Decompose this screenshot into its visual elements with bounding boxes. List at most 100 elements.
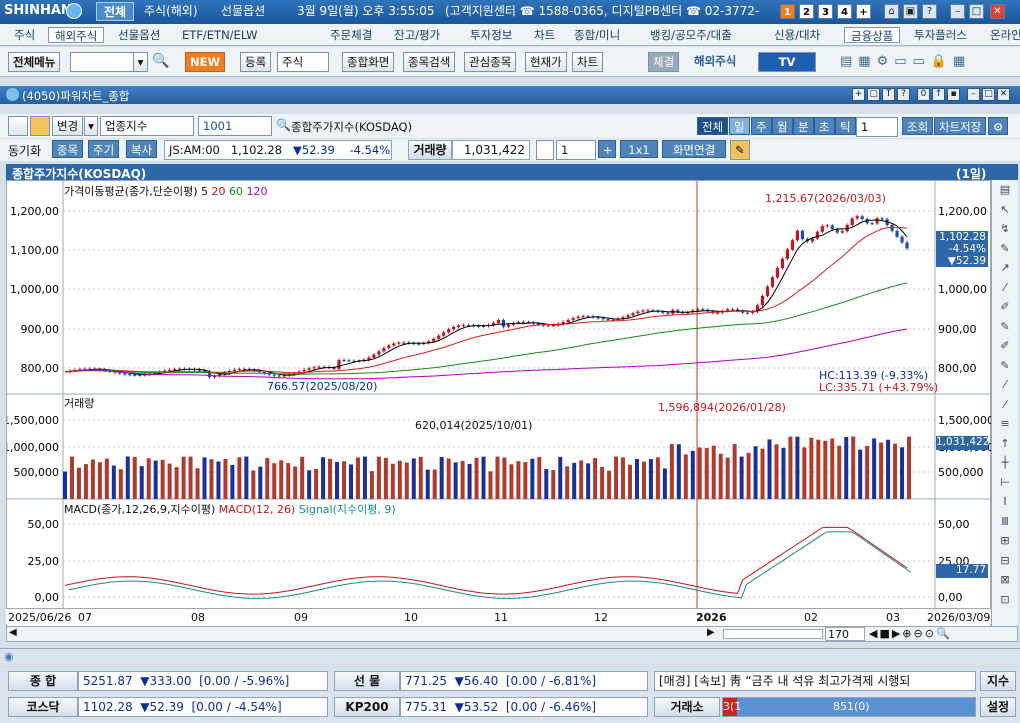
toolbar-icons[interactable]: ▤▦⚙▭▭🔒▦ [840, 54, 972, 69]
menu-2[interactable]: 선물옵션 [118, 28, 161, 42]
period-all-button[interactable]: 전체 [697, 117, 729, 135]
overseas-stock-button[interactable]: 해외주식 [694, 54, 737, 68]
code-input[interactable]: 1001 [198, 116, 272, 136]
chevron-down-icon[interactable]: ▾ [133, 52, 148, 72]
current-price-button[interactable]: 현재가 [525, 52, 567, 72]
setting-icon[interactable]: ▪ [947, 88, 960, 101]
pin-icon[interactable]: ↑ [932, 88, 945, 101]
close-icon[interactable]: ✕ [997, 88, 1010, 101]
help-icon[interactable]: ? [922, 4, 937, 19]
stock-select[interactable]: 주식 [277, 52, 329, 72]
tool-15-icon[interactable]: ⊢ [1000, 475, 1010, 489]
count-select[interactable]: 1 [856, 117, 898, 137]
change-button[interactable]: 변경 [52, 116, 84, 136]
tool-5-icon[interactable]: ⁄ [1004, 280, 1006, 294]
news-ticker[interactable]: [매경] [속보] 靑 “금주 내 석유 최고가격제 시행되 [654, 671, 976, 691]
ticker-kp200[interactable]: 775.31 ▼53.52 [0.00 / -6.46%] [400, 697, 648, 717]
menu-7[interactable]: 차트 [534, 28, 556, 42]
summary-screen-button[interactable]: 종합화면 [342, 52, 395, 72]
tool-16-icon[interactable]: Ⅰ [1003, 495, 1007, 508]
screen-1-button[interactable]: 1 [780, 4, 795, 19]
tool-21-icon[interactable]: ⊡ [1000, 592, 1010, 606]
minimize-icon[interactable]: – [967, 88, 980, 101]
tool-0-icon[interactable]: ▤ [999, 183, 1011, 196]
ticker-futures[interactable]: 771.25 ▼56.40 [0.00 / -6.81%] [400, 671, 648, 691]
period-second-button[interactable]: 초 [814, 117, 835, 135]
help-icon[interactable]: ? [897, 88, 910, 101]
tool-18-icon[interactable]: ⊞ [1000, 534, 1010, 547]
tool-10-icon[interactable]: ⁄ [1004, 378, 1006, 391]
tool-1-icon[interactable]: ↖ [1000, 202, 1010, 216]
gear-icon[interactable]: ⚙ [988, 117, 1008, 135]
sector-select[interactable]: 업종지수 [100, 116, 194, 136]
menu-1[interactable]: 해외주식 [48, 27, 105, 43]
ticker-kosdaq[interactable]: 1102.28 ▼52.39 [0.00 / -4.54%] [78, 697, 328, 717]
tool-13-icon[interactable]: ↑ [1000, 436, 1010, 450]
tool-9-icon[interactable]: ✎ [1000, 358, 1010, 372]
ticker-label-kosdaq[interactable]: 코스닥 [8, 697, 78, 717]
tool-14-icon[interactable]: ┼ [1001, 456, 1009, 469]
menu-10[interactable]: 신용/대차 [774, 28, 821, 42]
query-button[interactable]: 조회 [902, 117, 934, 135]
layout-icon[interactable] [8, 116, 28, 136]
menu-3[interactable]: ETF/ETN/ELW [182, 28, 258, 42]
chevron-down-icon[interactable]: ▾ [84, 116, 98, 136]
new-button[interactable]: NEW [185, 52, 226, 72]
checkbox[interactable] [536, 140, 554, 160]
minimize-icon[interactable]: – [950, 4, 965, 19]
screen-4-button[interactable]: 4 [837, 4, 852, 19]
period-day-button[interactable]: 일 [729, 117, 750, 135]
menu-4[interactable]: 주문체결 [330, 28, 373, 42]
add-icon[interactable]: + [852, 88, 865, 101]
ratio-button[interactable]: 1x1 [620, 140, 658, 158]
search-icon[interactable]: 🔍 [276, 118, 291, 132]
ticker-label-futures[interactable]: 선 물 [334, 671, 400, 691]
chart-scrollbar[interactable]: ◀ ▶ 170 ◀■▶⊕⊖⊙🔍 [6, 626, 1018, 642]
add-screen-button[interactable]: + [856, 4, 871, 19]
drawing-tool-icons[interactable]: ▤ ↖ ↯ ✎ ↗ ⁄ ✐ ✎ ✐ ✎ ⁄ ⁄ ≡ ↑ ┼ ⊢ Ⅰ Ⅲ ⊞ ⊟ ⊠ ⊡ [992, 180, 1018, 609]
period-minute-button[interactable]: 분 [793, 117, 814, 135]
screen-2-button[interactable]: 2 [799, 4, 814, 19]
menu-8[interactable]: 종합/미니 [574, 28, 621, 42]
text-icon[interactable]: T [882, 88, 895, 101]
tool-6-icon[interactable]: ✐ [1000, 300, 1010, 313]
ticker-label-kp200[interactable]: KP200 [334, 697, 400, 717]
playback-controls[interactable]: ◀■▶⊕⊖⊙🔍 [869, 627, 952, 640]
contract-button[interactable]: 체결 [648, 52, 680, 72]
tool-4-icon[interactable]: ↗ [1000, 261, 1010, 274]
sync-copy-tab[interactable]: 복사 [126, 140, 158, 158]
tool-3-icon[interactable]: ✎ [1000, 241, 1010, 255]
chevron-left-icon[interactable]: ◀ [9, 627, 17, 638]
menu-13[interactable]: 온라인지점 [990, 28, 1020, 42]
tool-19-icon[interactable]: ⊟ [1000, 553, 1010, 567]
tv-button[interactable]: TV [758, 52, 816, 72]
chevron-right-icon[interactable]: ▶ [707, 627, 715, 638]
ticker-composite[interactable]: 5251.87 ▼333.00 [0.00 / -5.96%] [78, 671, 328, 691]
chart-button[interactable]: 차트 [572, 52, 604, 72]
chart-save-button[interactable]: 차트저장 [934, 117, 987, 135]
screen-3-button[interactable]: 3 [818, 4, 833, 19]
menu-6[interactable]: 투자정보 [470, 28, 513, 42]
tool-11-icon[interactable]: ⁄ [1004, 397, 1006, 411]
menu-11[interactable]: 금융상품 [844, 27, 901, 43]
tab-overseas[interactable]: 주식(해외) [144, 4, 198, 18]
tab-futures[interactable]: 선물옵션 [221, 4, 266, 18]
stock-search-button[interactable]: 종목검색 [403, 52, 456, 72]
search-icon[interactable]: 🔍 [152, 53, 170, 69]
lock-icon[interactable]: ▣ [903, 4, 918, 19]
sync-period-tab[interactable]: 주기 [88, 140, 120, 158]
expand-icon[interactable]: ◉ [4, 650, 14, 663]
tool-2-icon[interactable]: ↯ [1000, 222, 1010, 235]
tool-7-icon[interactable]: ✎ [1000, 319, 1010, 333]
watchlist-button[interactable]: 관심종목 [464, 52, 517, 72]
period-month-button[interactable]: 월 [772, 117, 793, 135]
close-icon[interactable]: ✕ [990, 4, 1005, 19]
add-icon[interactable]: + [598, 140, 616, 158]
menu-5[interactable]: 잔고/평가 [394, 28, 441, 42]
zoom-slider[interactable] [723, 629, 823, 639]
settings-button[interactable]: 설정 [980, 697, 1016, 717]
tool-20-icon[interactable]: ⊠ [1000, 573, 1010, 586]
zero-icon[interactable]: 0 [917, 88, 930, 101]
memo-icon[interactable]: ▢ [867, 88, 880, 101]
zoom-input[interactable]: 170 [825, 627, 865, 641]
